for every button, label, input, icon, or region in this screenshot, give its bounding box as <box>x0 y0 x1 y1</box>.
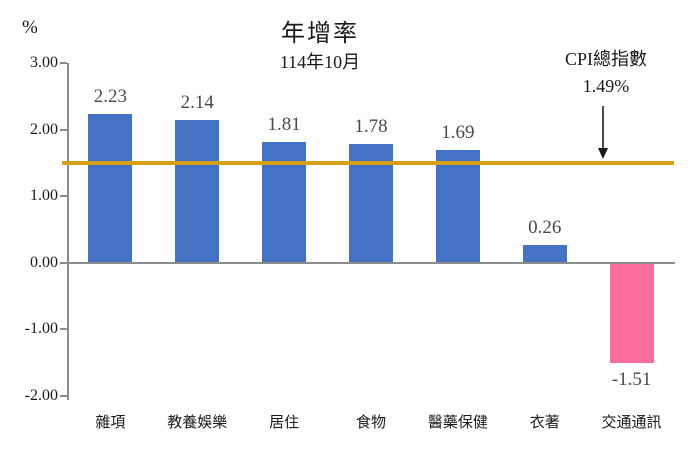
y-axis-tick-label: 2.00 <box>30 120 58 138</box>
bar-value-label: 0.26 <box>528 217 562 239</box>
y-axis-tick-label: 1.00 <box>30 187 58 204</box>
x-axis-category-label: 食物 <box>355 415 386 431</box>
y-axis-tick <box>60 195 67 197</box>
bar-教養娛樂 <box>175 120 220 263</box>
y-axis-unit-label: % <box>22 17 38 38</box>
bar-value-label: -1.51 <box>611 368 652 390</box>
bar-衣著 <box>522 245 567 263</box>
bar-雜項 <box>88 114 133 263</box>
x-axis-category-label: 交通通訊 <box>601 415 662 431</box>
cpi-annotation-value: 1.49% <box>582 76 630 96</box>
chart-subtitle: 114年10月 <box>279 52 361 72</box>
cpi-annotation-label: CPI總指數 <box>564 49 647 69</box>
y-axis-tick-label: -1.00 <box>24 320 58 337</box>
bar-交通通訊 <box>609 262 654 363</box>
y-axis-line <box>67 63 69 400</box>
x-axis-category-label: 居住 <box>269 415 300 431</box>
bar-value-label: 1.81 <box>267 114 301 136</box>
bar-居住 <box>262 142 307 263</box>
y-axis-tick-label: -2.00 <box>24 386 58 404</box>
chart-title: 年增率 <box>281 21 359 47</box>
down-arrow-icon <box>598 106 608 159</box>
bar-value-label: 1.69 <box>441 122 475 144</box>
x-axis-category-label: 醫藥保健 <box>427 415 488 431</box>
bar-value-label: 2.23 <box>93 86 128 108</box>
x-axis-category-label: 教養娛樂 <box>167 415 228 431</box>
bar-醫藥保健 <box>435 150 480 263</box>
bar-value-label: 1.78 <box>354 116 388 138</box>
y-axis-tick-label: 0.00 <box>30 253 58 271</box>
y-axis-tick-label: 3.00 <box>30 54 58 71</box>
x-axis-line <box>60 261 675 264</box>
bar-value-label: 2.14 <box>180 92 214 114</box>
x-axis-category-label: 衣著 <box>529 415 560 431</box>
y-axis-tick <box>60 394 67 397</box>
cpi-reference-line <box>62 161 674 166</box>
cpi-total-index-annotation: CPI總指數 1.49% <box>531 46 681 100</box>
y-axis-tick <box>60 62 67 64</box>
x-axis-category-label: 雜項 <box>95 415 126 431</box>
y-axis-tick <box>60 328 67 330</box>
y-axis-tick <box>60 128 67 131</box>
